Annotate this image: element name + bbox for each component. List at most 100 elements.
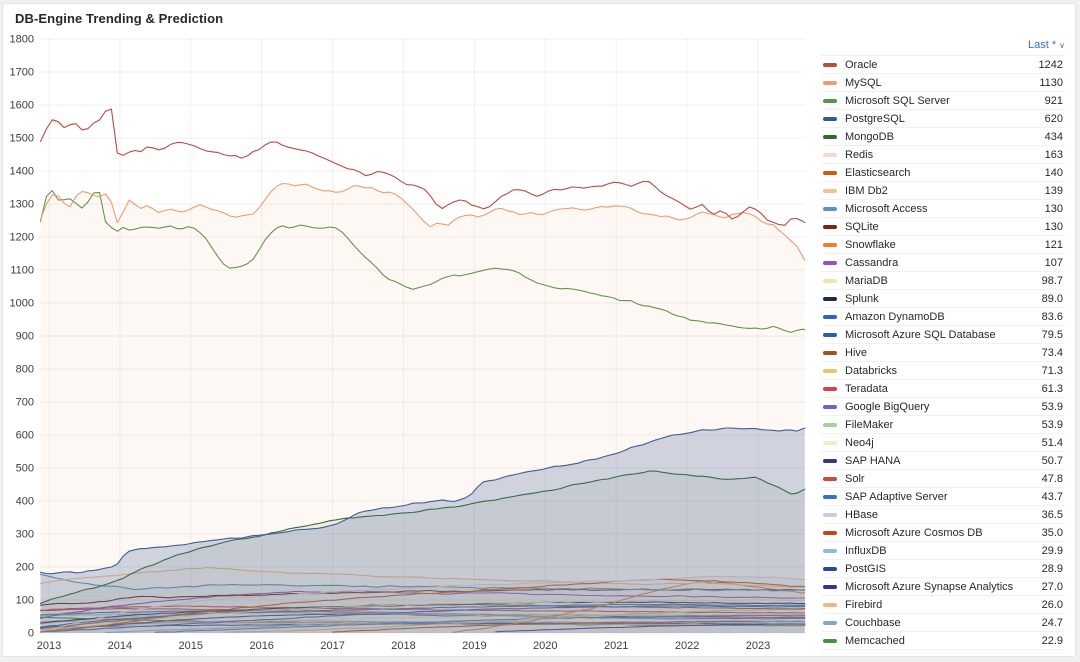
legend-row[interactable]: Google BigQuery 53.9 — [821, 398, 1065, 416]
series-last-value: 79.5 — [1041, 328, 1063, 341]
chart-svg[interactable]: 0 100 200 300 400 500 600 700 800 900 1000 1100 1200… — [3, 4, 815, 656]
legend-row[interactable]: Memcached 22.9 — [821, 632, 1065, 650]
legend-row[interactable]: Solr 47.8 — [821, 470, 1065, 488]
legend-sort-header[interactable]: Last * ∨ — [821, 34, 1065, 56]
legend-row[interactable]: Microsoft Access 130 — [821, 200, 1065, 218]
series-name-label[interactable]: Splunk — [845, 292, 879, 305]
series-name-label[interactable]: MongoDB — [845, 130, 894, 143]
legend-row[interactable]: Microsoft Azure Synapse Analytics 27.0 — [821, 578, 1065, 596]
series-name-label[interactable]: Neo4j — [845, 436, 874, 449]
series-name-label[interactable]: Google BigQuery — [845, 400, 930, 413]
series-name-label[interactable]: PostGIS — [845, 562, 886, 575]
series-name-label[interactable]: SAP Adaptive Server — [845, 490, 948, 503]
legend-row[interactable]: Splunk 89.0 — [821, 290, 1065, 308]
x-tick-label: 2022 — [675, 640, 699, 652]
panel: DB-Engine Trending & Prediction 0 100 200 3… — [2, 3, 1076, 657]
legend-row[interactable]: Redis 163 — [821, 146, 1065, 164]
legend-row[interactable]: Oracle 1242 — [821, 56, 1065, 74]
legend-row[interactable]: SAP Adaptive Server 43.7 — [821, 488, 1065, 506]
legend-stat-label[interactable]: Last * — [1028, 38, 1057, 51]
legend-row[interactable]: Firebird 26.0 — [821, 596, 1065, 614]
legend-row[interactable]: Microsoft Azure Cosmos DB 35.0 — [821, 524, 1065, 542]
legend-row[interactable]: SAP HANA 50.7 — [821, 452, 1065, 470]
legend-row[interactable]: MySQL 1130 — [821, 74, 1065, 92]
series-color-swatch — [823, 134, 837, 139]
legend-row[interactable]: Microsoft Azure SQL Database 79.5 — [821, 326, 1065, 344]
legend-row[interactable]: PostGIS 28.9 — [821, 560, 1065, 578]
series-name-label[interactable]: Hive — [845, 346, 868, 359]
legend: Last * ∨ Oracle 1242 MySQL 1130 Microsof… — [821, 34, 1065, 654]
series-name-label[interactable]: Snowflake — [845, 238, 896, 251]
y-tick-label: 900 — [16, 331, 34, 343]
series-line-oracle — [39, 108, 806, 226]
legend-row[interactable]: Elasticsearch 140 — [821, 164, 1065, 182]
series-name-label[interactable]: Oracle — [845, 58, 878, 71]
series-name-label[interactable]: Solr — [845, 472, 865, 485]
series-name-label[interactable]: Memcached — [845, 634, 905, 647]
legend-row[interactable]: Hive 73.4 — [821, 344, 1065, 362]
series-color-swatch — [823, 332, 837, 337]
legend-row[interactable]: MongoDB 434 — [821, 128, 1065, 146]
legend-row[interactable]: HBase 36.5 — [821, 506, 1065, 524]
series-color-swatch — [823, 530, 837, 535]
series-name-label[interactable]: PostgreSQL — [845, 112, 905, 125]
series-name-label[interactable]: Couchbase — [845, 616, 901, 629]
series-color-swatch — [823, 80, 837, 85]
series-line-sap-adaptive-server — [39, 610, 806, 620]
legend-row[interactable]: IBM Db2 139 — [821, 182, 1065, 200]
series-color-swatch — [823, 602, 837, 607]
legend-row[interactable]: Amazon DynamoDB 83.6 — [821, 308, 1065, 326]
series-line-filemaker — [39, 611, 806, 617]
legend-row[interactable]: FileMaker 53.9 — [821, 416, 1065, 434]
y-tick-label: 700 — [16, 397, 34, 409]
x-tick-label: 2018 — [391, 640, 415, 652]
series-name-label[interactable]: Microsoft Azure Synapse Analytics — [845, 580, 1014, 593]
series-color-swatch — [823, 566, 837, 571]
series-last-value: 83.6 — [1041, 310, 1063, 323]
series-name-label[interactable]: Databricks — [845, 364, 897, 377]
legend-row[interactable]: Databricks 71.3 — [821, 362, 1065, 380]
series-name-label[interactable]: SAP HANA — [845, 454, 901, 467]
legend-row[interactable]: MariaDB 98.7 — [821, 272, 1065, 290]
legend-row[interactable]: Neo4j 51.4 — [821, 434, 1065, 452]
legend-row[interactable]: InfluxDB 29.9 — [821, 542, 1065, 560]
series-name-label[interactable]: Microsoft Access — [845, 202, 928, 215]
series-name-label[interactable]: FileMaker — [845, 418, 894, 431]
series-name-label[interactable]: HBase — [845, 508, 879, 521]
series-name-label[interactable]: SQLite — [845, 220, 879, 233]
series-name-label[interactable]: Elasticsearch — [845, 166, 911, 179]
legend-row[interactable]: SQLite 130 — [821, 218, 1065, 236]
series-last-value: 50.7 — [1041, 454, 1063, 467]
series-color-swatch — [823, 476, 837, 481]
series-name-label[interactable]: Cassandra — [845, 256, 899, 269]
legend-row[interactable]: Microsoft SQL Server 921 — [821, 92, 1065, 110]
series-line-microsoft-azure-sql-database — [39, 605, 806, 633]
y-tick-label: 100 — [16, 595, 34, 607]
series-name-label[interactable]: Microsoft Azure Cosmos DB — [845, 526, 983, 539]
legend-row[interactable]: Couchbase 24.7 — [821, 614, 1065, 632]
series-last-value: 121 — [1044, 238, 1063, 251]
series-name-label[interactable]: Microsoft SQL Server — [845, 94, 950, 107]
legend-row[interactable]: PostgreSQL 620 — [821, 110, 1065, 128]
series-name-label[interactable]: Teradata — [845, 382, 888, 395]
series-name-label[interactable]: IBM Db2 — [845, 184, 888, 197]
series-name-label[interactable]: Microsoft Azure SQL Database — [845, 328, 996, 341]
series-color-swatch — [823, 278, 837, 283]
series-last-value: 98.7 — [1041, 274, 1063, 287]
series-area-postgresql — [40, 428, 805, 633]
series-name-label[interactable]: Amazon DynamoDB — [845, 310, 945, 323]
series-line-snowflake — [452, 579, 806, 633]
series-color-swatch — [823, 422, 837, 427]
series-name-label[interactable]: MariaDB — [845, 274, 888, 287]
series-name-label[interactable]: MySQL — [845, 76, 882, 89]
legend-row[interactable]: Teradata 61.3 — [821, 380, 1065, 398]
series-line-sqlite — [39, 588, 806, 606]
legend-row[interactable]: Snowflake 121 — [821, 236, 1065, 254]
series-name-label[interactable]: InfluxDB — [845, 544, 887, 557]
series-name-label[interactable]: Redis — [845, 148, 874, 161]
time-series-chart[interactable]: 0 100 200 300 400 500 600 700 800 900 1000 1100 1200… — [3, 4, 815, 656]
x-tick-label: 2013 — [37, 640, 61, 652]
series-color-swatch — [823, 512, 837, 517]
legend-row[interactable]: Cassandra 107 — [821, 254, 1065, 272]
series-name-label[interactable]: Firebird — [845, 598, 883, 611]
